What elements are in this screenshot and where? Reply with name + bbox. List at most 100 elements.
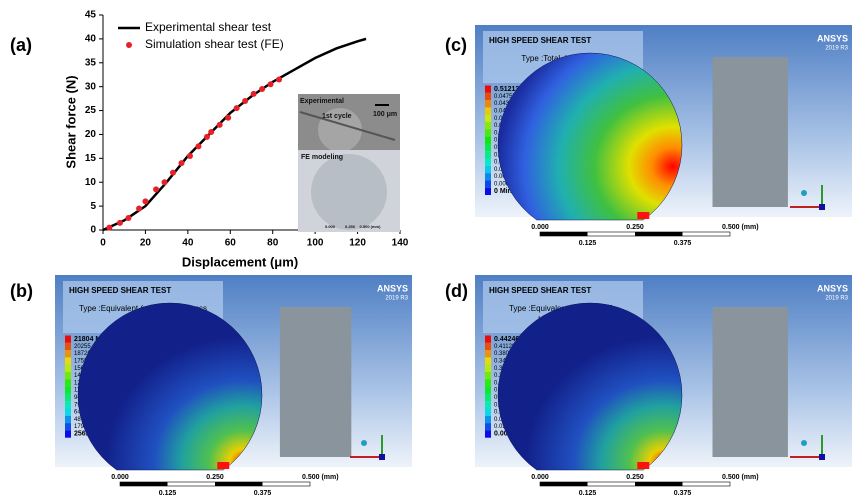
legend-swatch bbox=[485, 151, 491, 159]
legend-swatch bbox=[65, 364, 71, 372]
legend-swatch bbox=[485, 92, 491, 101]
data-point bbox=[259, 86, 266, 93]
data-point bbox=[208, 129, 215, 136]
inset-text: 100 μm bbox=[373, 111, 397, 118]
scale-label: 0.125 bbox=[159, 490, 177, 497]
triad-origin bbox=[819, 204, 825, 210]
ansys-panel: HIGH SPEED SHEAR TESTType :Total deforma… bbox=[475, 25, 852, 247]
triad-origin bbox=[379, 454, 385, 460]
contour-body bbox=[497, 52, 683, 221]
legend-swatch bbox=[485, 401, 491, 409]
x-tick-label: 20 bbox=[140, 238, 152, 249]
scale-label: 0.000 bbox=[111, 474, 129, 481]
legend-value: 0.047555 bbox=[494, 94, 520, 100]
inset-text: Experimental bbox=[300, 98, 344, 105]
y-tick-label: 35 bbox=[85, 57, 97, 68]
legend-label: Simulation shear test (FE) bbox=[145, 37, 284, 51]
legend-swatch bbox=[485, 372, 491, 380]
shear-tool bbox=[712, 57, 788, 207]
shear-tool bbox=[712, 307, 788, 457]
scale-bar bbox=[540, 482, 588, 486]
inset-text: 0.000 bbox=[325, 224, 336, 229]
x-tick-label: 60 bbox=[225, 238, 237, 249]
inset-scratch bbox=[299, 111, 396, 141]
x-tick-label: 140 bbox=[392, 238, 409, 249]
logo: 2019 R3 bbox=[385, 296, 408, 302]
scale-label: 0.375 bbox=[674, 240, 692, 247]
data-point bbox=[116, 219, 123, 226]
scale-label: 0.375 bbox=[674, 490, 692, 497]
legend-value: 21804 Max bbox=[74, 336, 109, 343]
data-point bbox=[125, 215, 132, 222]
x-tick-label: 80 bbox=[267, 238, 279, 249]
data-point bbox=[142, 198, 149, 205]
legend-value: 0.043097 bbox=[494, 101, 520, 107]
legend-swatch bbox=[485, 364, 491, 372]
legend-swatch bbox=[485, 408, 491, 416]
legend-swatch bbox=[485, 85, 491, 93]
legend-swatch bbox=[485, 173, 491, 181]
logo: ANSYS bbox=[817, 33, 848, 43]
legend-swatch bbox=[65, 335, 71, 343]
panel-label: (c) bbox=[445, 35, 467, 55]
legend-swatch bbox=[485, 158, 491, 166]
legend-swatch bbox=[65, 423, 71, 431]
y-tick-label: 20 bbox=[85, 129, 97, 140]
y-tick-label: 30 bbox=[85, 81, 97, 92]
ansys-panel: HIGH SPEED SHEAR TESTType :Equivalent (v… bbox=[55, 275, 412, 497]
shear-tool bbox=[279, 307, 352, 457]
logo: 2019 R3 bbox=[825, 46, 848, 52]
legend-value: 17586 bbox=[74, 358, 91, 364]
inset-grain bbox=[318, 108, 362, 152]
contour-body bbox=[77, 302, 263, 471]
legend-swatch bbox=[485, 386, 491, 394]
data-point bbox=[178, 160, 185, 167]
scale-label: 0.500 (mm) bbox=[302, 474, 339, 481]
x-tick-label: 120 bbox=[349, 238, 366, 249]
data-point bbox=[250, 90, 257, 97]
y-tick-label: 45 bbox=[85, 10, 97, 21]
contour-body bbox=[497, 302, 683, 471]
scale-label: 0.250 bbox=[626, 474, 644, 481]
legend-swatch bbox=[485, 107, 491, 115]
legend-label: Experimental shear test bbox=[145, 20, 272, 34]
scale-label: 0.250 bbox=[626, 224, 644, 231]
y-tick-label: 15 bbox=[85, 153, 97, 164]
max-marker bbox=[637, 462, 650, 469]
data-point bbox=[161, 179, 168, 186]
scale-label: 0.375 bbox=[254, 490, 272, 497]
legend-swatch bbox=[485, 350, 491, 358]
legend-value: 0.44246 Max bbox=[494, 336, 535, 343]
logo: 2019 R3 bbox=[825, 296, 848, 302]
logo: ANSYS bbox=[817, 283, 848, 293]
legend-swatch bbox=[485, 165, 491, 174]
data-point bbox=[153, 186, 160, 193]
scale-label: 0.500 (mm) bbox=[722, 224, 759, 231]
legend-swatch bbox=[485, 357, 491, 365]
legend-value: 0.51213 Max bbox=[494, 86, 535, 93]
panel-title: HIGH SPEED SHEAR TEST bbox=[69, 286, 171, 295]
scale-bar bbox=[635, 232, 683, 236]
data-point bbox=[186, 152, 193, 159]
legend-swatch bbox=[485, 100, 491, 108]
legend-swatch bbox=[485, 187, 491, 195]
data-point bbox=[233, 105, 240, 112]
data-point bbox=[242, 98, 249, 104]
legend-swatch bbox=[485, 122, 491, 130]
y-tick-label: 10 bbox=[85, 177, 97, 188]
logo: ANSYS bbox=[377, 283, 408, 293]
inset-text: 1st cycle bbox=[322, 113, 352, 120]
legend-value: 0.3801 bbox=[494, 351, 513, 357]
data-point bbox=[106, 224, 113, 231]
inset-scale-bar bbox=[375, 104, 389, 106]
scale-label: 0.125 bbox=[579, 240, 597, 247]
legend-swatch bbox=[485, 136, 491, 144]
data-point bbox=[267, 81, 274, 88]
legend-swatch bbox=[485, 180, 491, 188]
scale-label: 0.125 bbox=[579, 490, 597, 497]
legend-swatch bbox=[485, 342, 491, 351]
triad-origin bbox=[819, 454, 825, 460]
inset-text: FE modeling bbox=[301, 154, 343, 161]
data-point bbox=[170, 169, 177, 176]
